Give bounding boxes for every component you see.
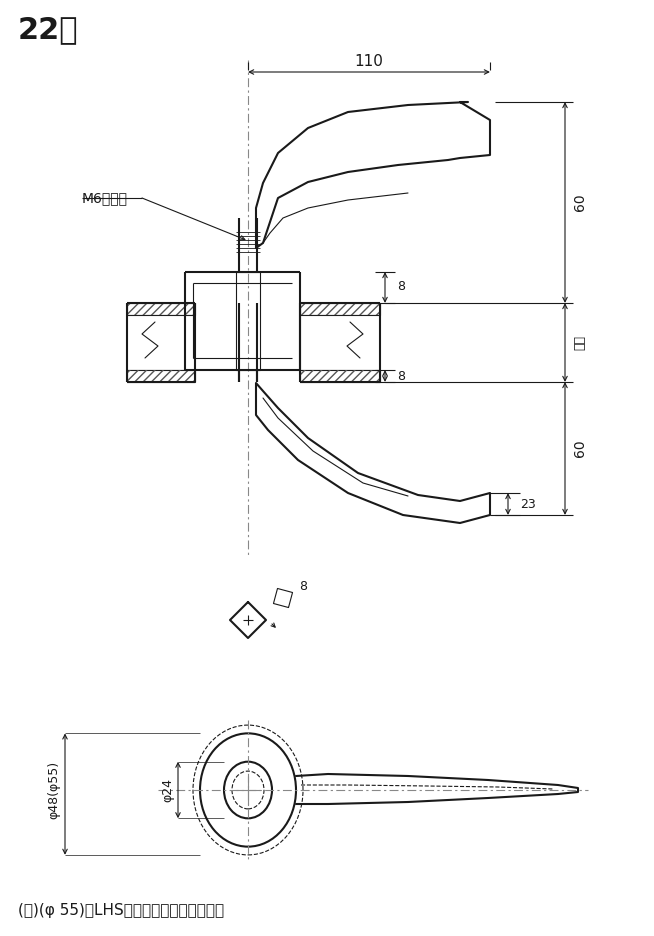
Bar (300, 370, 380, 382)
Text: 8: 8 (299, 579, 307, 592)
Bar (127, 303, 195, 315)
Text: (注)(φ 55)はLHSシリーズの場合を示す。: (注)(φ 55)はLHSシリーズの場合を示す。 (18, 902, 224, 917)
Text: 8: 8 (397, 370, 405, 383)
Text: 110: 110 (354, 54, 383, 69)
Text: 22型: 22型 (18, 15, 78, 44)
Bar (127, 370, 195, 382)
Text: 60: 60 (573, 193, 587, 211)
Text: 扈単: 扈単 (573, 334, 586, 349)
Bar (300, 303, 380, 315)
Text: φ48(φ55): φ48(φ55) (47, 761, 60, 819)
Bar (127, 303, 195, 315)
Text: φ24: φ24 (161, 778, 174, 802)
Bar (300, 303, 380, 315)
Bar (127, 370, 195, 382)
Text: 23: 23 (520, 498, 536, 510)
Text: 8: 8 (397, 281, 405, 294)
Text: M6小ねじ: M6小ねじ (82, 191, 128, 205)
Bar (300, 370, 380, 382)
Text: 60: 60 (573, 439, 587, 457)
